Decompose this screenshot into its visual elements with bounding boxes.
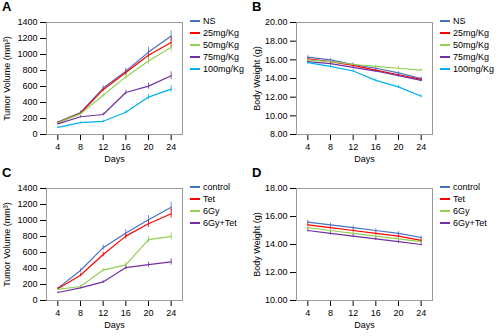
svg-text:Days: Days <box>354 320 375 330</box>
html-text:50mg/Kg: 50mg/Kg <box>203 40 239 50</box>
svg-text:1000: 1000 <box>17 49 37 59</box>
html-text:6Gy: 6Gy <box>453 206 470 216</box>
svg-text:24: 24 <box>416 308 426 318</box>
svg-text:20: 20 <box>143 308 153 318</box>
svg-text:Tumor Volume (mm³): Tumor Volume (mm³) <box>2 202 12 287</box>
svg-text:12: 12 <box>348 142 358 152</box>
svg-text:16: 16 <box>371 142 381 152</box>
svg-text:Body Weight (g): Body Weight (g) <box>252 46 262 110</box>
svg-text:800: 800 <box>22 231 37 241</box>
svg-text:4: 4 <box>305 308 310 318</box>
svg-text:24: 24 <box>416 142 426 152</box>
svg-text:600: 600 <box>22 247 37 257</box>
svg-text:20: 20 <box>393 142 403 152</box>
svg-text:12: 12 <box>348 308 358 318</box>
svg-text:200: 200 <box>22 113 37 123</box>
svg-text:4: 4 <box>55 142 60 152</box>
svg-text:18.00: 18.00 <box>265 183 288 193</box>
svg-text:12.00: 12.00 <box>265 267 288 277</box>
html-text:D: D <box>252 165 262 180</box>
svg-text:16.00: 16.00 <box>265 55 288 65</box>
svg-text:8: 8 <box>78 142 83 152</box>
svg-text:8: 8 <box>328 308 333 318</box>
svg-text:1400: 1400 <box>17 17 37 27</box>
html-text:100mg/Kg: 100mg/Kg <box>453 64 494 74</box>
html-text:6Gy+Tet: 6Gy+Tet <box>453 218 487 228</box>
svg-text:16: 16 <box>121 308 131 318</box>
html-text:NS: NS <box>203 16 216 26</box>
svg-text:1200: 1200 <box>17 199 37 209</box>
svg-text:16: 16 <box>121 142 131 152</box>
svg-text:200: 200 <box>22 279 37 289</box>
svg-text:1400: 1400 <box>17 183 37 193</box>
svg-text:0: 0 <box>32 129 37 139</box>
svg-text:16: 16 <box>371 308 381 318</box>
svg-text:12: 12 <box>98 142 108 152</box>
svg-text:Days: Days <box>104 154 125 164</box>
svg-text:Days: Days <box>354 154 375 164</box>
svg-text:400: 400 <box>22 263 37 273</box>
html-text:A: A <box>2 0 12 14</box>
svg-text:24: 24 <box>166 142 176 152</box>
svg-text:Tumor Volume (mm³): Tumor Volume (mm³) <box>2 36 12 121</box>
html-text:control: control <box>453 182 480 192</box>
html-text:75mg/Kg: 75mg/Kg <box>203 52 239 62</box>
html-text:100mg/Kg: 100mg/Kg <box>203 64 244 74</box>
html-text:Tet: Tet <box>203 194 215 204</box>
svg-text:12.00: 12.00 <box>265 92 288 102</box>
svg-text:14.00: 14.00 <box>265 239 288 249</box>
svg-text:20.00: 20.00 <box>265 17 288 27</box>
svg-text:1000: 1000 <box>17 215 37 225</box>
html-text:6Gy: 6Gy <box>203 206 220 216</box>
svg-text:0: 0 <box>32 295 37 305</box>
html-text:6Gy+Tet: 6Gy+Tet <box>203 218 237 228</box>
svg-text:10.00: 10.00 <box>265 295 288 305</box>
svg-text:16.00: 16.00 <box>265 211 288 221</box>
html-text:50mg/Kg: 50mg/Kg <box>453 40 489 50</box>
svg-text:10.00: 10.00 <box>265 111 288 121</box>
svg-text:8.00: 8.00 <box>270 129 288 139</box>
html-text:C: C <box>2 165 12 180</box>
svg-text:4: 4 <box>305 142 310 152</box>
svg-text:400: 400 <box>22 97 37 107</box>
html-text:25mg/Kg: 25mg/Kg <box>203 28 239 38</box>
html-text:NS: NS <box>453 16 466 26</box>
svg-text:8: 8 <box>328 142 333 152</box>
svg-text:20: 20 <box>393 308 403 318</box>
svg-text:8: 8 <box>78 308 83 318</box>
svg-text:1200: 1200 <box>17 33 37 43</box>
svg-text:Days: Days <box>104 320 125 330</box>
html-text:Tet: Tet <box>453 194 465 204</box>
svg-text:18.00: 18.00 <box>265 36 288 46</box>
html-text:control: control <box>203 182 230 192</box>
html-text:25mg/Kg: 25mg/Kg <box>453 28 489 38</box>
html-text:75mg/Kg: 75mg/Kg <box>453 52 489 62</box>
svg-text:800: 800 <box>22 65 37 75</box>
svg-text:Body Weight (g): Body Weight (g) <box>252 212 262 276</box>
html-text:B: B <box>252 0 262 14</box>
svg-text:600: 600 <box>22 81 37 91</box>
svg-text:4: 4 <box>55 308 60 318</box>
svg-text:12: 12 <box>98 308 108 318</box>
svg-text:24: 24 <box>166 308 176 318</box>
svg-text:14.00: 14.00 <box>265 73 288 83</box>
svg-text:20: 20 <box>143 142 153 152</box>
